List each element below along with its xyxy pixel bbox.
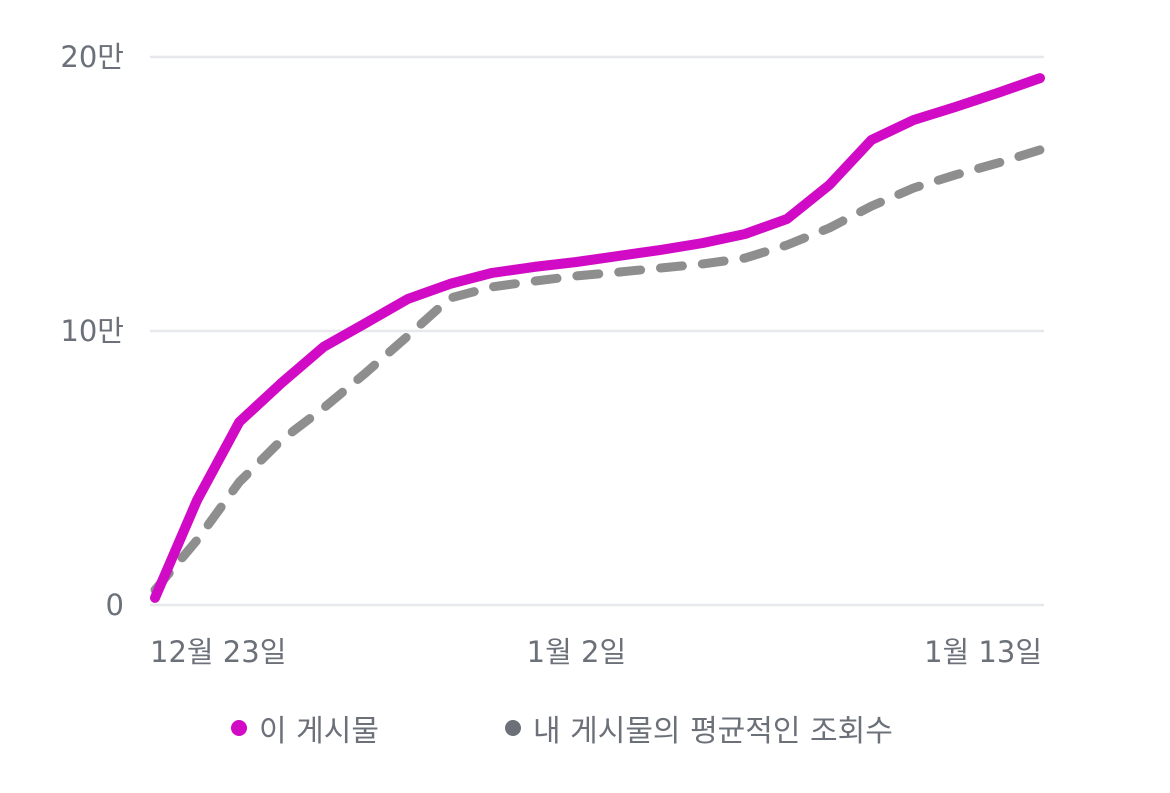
- y-tick-label: 20만: [60, 40, 124, 74]
- legend-item-this-post[interactable]: 이 게시물: [231, 706, 379, 750]
- x-tick-label: 12월 23일: [150, 635, 286, 669]
- x-tick-label: 1월 13일: [924, 635, 1042, 669]
- legend-label: 내 게시물의 평균적인 조회수: [533, 714, 893, 749]
- x-axis-ticks: 12월 23일 1월 2일 1월 13일: [150, 635, 1042, 669]
- x-tick-label: 1월 2일: [527, 635, 626, 669]
- y-tick-label: 0: [106, 588, 124, 622]
- average-views-dot-icon: [505, 720, 521, 736]
- legend: 이 게시물 내 게시물의 평균적인 조회수: [0, 706, 1170, 756]
- legend-item-average-views[interactable]: 내 게시물의 평균적인 조회수: [505, 706, 893, 750]
- this-post-line: [150, 73, 1045, 603]
- legend-label: 이 게시물: [259, 714, 379, 749]
- line-chart: 0 10만 20만 12월 23일 1월 2일 1월 13일: [60, 40, 1045, 669]
- this-post-dot-icon: [231, 720, 247, 736]
- grid-lines: [150, 55, 1044, 607]
- average-views-line: [150, 145, 1045, 595]
- y-tick-label: 10만: [60, 314, 124, 348]
- y-axis-ticks: 0 10만 20만: [60, 40, 124, 622]
- series-lines: [150, 73, 1045, 603]
